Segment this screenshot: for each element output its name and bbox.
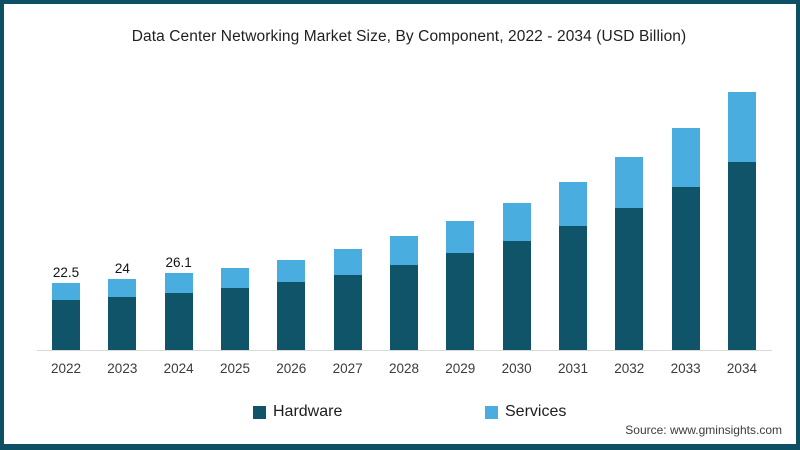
- source-note: Source: www.gminsights.com: [625, 423, 782, 437]
- x-axis-line: [37, 349, 772, 351]
- x-tick-2023: 2023: [107, 361, 138, 376]
- bar-2022-services: [52, 283, 80, 300]
- bar-2033-hardware: [671, 187, 700, 350]
- legend: Hardware Services: [4, 402, 796, 422]
- bar-2023-hardware: [108, 297, 137, 350]
- bar-2027-services: [333, 248, 362, 275]
- bar-2031-hardware: [558, 225, 587, 350]
- x-tick-2025: 2025: [219, 361, 250, 376]
- bar-value-label-2022: 22.5: [52, 265, 80, 281]
- x-tick-2028: 2028: [388, 361, 419, 376]
- x-tick-2030: 2030: [501, 361, 532, 376]
- services-swatch-icon: [485, 405, 498, 419]
- chart-title: Data Center Networking Market Size, By C…: [131, 28, 687, 45]
- hardware-swatch-icon: [253, 405, 266, 419]
- x-tick-2022: 2022: [50, 361, 82, 376]
- bar-2034-services: [727, 91, 756, 162]
- bar-2023-services: [108, 278, 137, 298]
- bar-2032-hardware: [615, 207, 644, 350]
- bar-2024-services: [164, 272, 193, 293]
- x-tick-2032: 2032: [614, 361, 645, 376]
- bar-2026-hardware: [277, 282, 306, 350]
- bar-2028-services: [389, 236, 418, 266]
- bar-2034-hardware: [727, 161, 756, 350]
- bar-2030-services: [502, 202, 531, 241]
- legend-label-services: Services: [505, 403, 567, 420]
- bar-2028-hardware: [389, 265, 418, 350]
- bar-2027-hardware: [333, 274, 362, 350]
- bar-value-label-2023: 24: [114, 260, 130, 276]
- bar-2031-services: [558, 181, 587, 226]
- legend-item-services: Services: [485, 402, 566, 422]
- x-tick-2026: 2026: [276, 361, 307, 376]
- x-tick-2031: 2031: [557, 361, 588, 376]
- x-tick-2024: 2024: [163, 361, 194, 376]
- x-tick-2034: 2034: [726, 361, 757, 376]
- x-tick-2029: 2029: [445, 361, 476, 376]
- plot-area: 22.5 2022 24 2023 26.1 2024 2025 2026 2027 2028 20…: [4, 4, 796, 444]
- bar-2025-services: [220, 267, 249, 288]
- bar-2029-services: [446, 220, 475, 254]
- bar-2033-services: [671, 127, 700, 188]
- bar-2026-services: [277, 259, 306, 283]
- bar-2030-hardware: [502, 240, 531, 350]
- x-tick-2033: 2033: [670, 361, 701, 376]
- bar-2032-services: [615, 156, 644, 208]
- bar-2022-hardware: [52, 299, 80, 350]
- legend-item-hardware: Hardware: [253, 402, 342, 422]
- bar-2025-hardware: [220, 287, 249, 350]
- legend-label-hardware: Hardware: [273, 403, 343, 420]
- bar-value-label-2024: 26.1: [165, 254, 192, 270]
- bar-2029-hardware: [446, 253, 475, 350]
- bar-2024-hardware: [164, 292, 193, 350]
- x-tick-2027: 2027: [332, 361, 363, 376]
